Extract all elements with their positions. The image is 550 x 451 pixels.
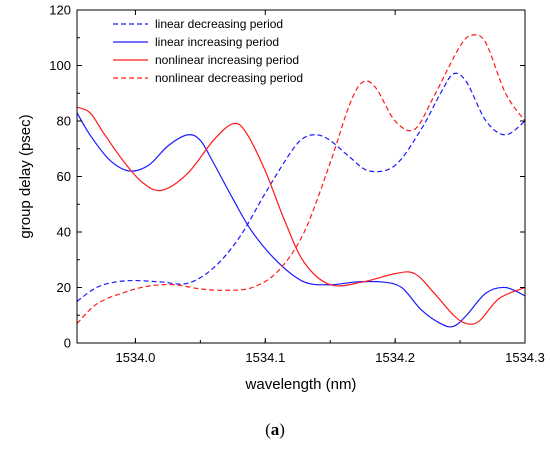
- y-axis-title: group delay (psec): [17, 114, 34, 238]
- y-tick-label: 40: [57, 225, 71, 240]
- y-tick-label: 120: [49, 3, 71, 18]
- x-tick-label: 1534.1: [245, 350, 285, 365]
- legend-label-4: nonlinear decreasing period: [155, 71, 303, 85]
- y-tick-label: 60: [57, 169, 71, 184]
- legend-label-2: linear increasing period: [155, 35, 279, 49]
- y-tick-label: 0: [64, 336, 71, 351]
- x-tick-label: 1534.0: [116, 350, 156, 365]
- series-line-3: [77, 106, 525, 325]
- legend-label-3: nonlinear increasing period: [155, 53, 299, 67]
- series-line-4: [77, 34, 525, 324]
- series-layer: [77, 34, 525, 328]
- series-line-2: [77, 112, 525, 328]
- x-tick-label: 1534.3: [505, 350, 545, 365]
- x-tick-label: 1534.2: [375, 350, 415, 365]
- caption-letter: a: [270, 420, 280, 439]
- y-tick-label: 100: [49, 58, 71, 73]
- legend: linear decreasing period linear increasin…: [113, 17, 303, 85]
- caption-close: ): [279, 420, 285, 439]
- y-tick-label: 20: [57, 280, 71, 295]
- ticks-layer: 1534.0 1534.1 1534.2 1534.3 0 20 40 60 80 100 120: [49, 3, 545, 366]
- x-axis-title: wavelength (nm): [245, 376, 357, 393]
- caption-open: (: [265, 420, 271, 439]
- y-tick-label: 80: [57, 114, 71, 129]
- figure-caption: (a): [0, 420, 550, 440]
- series-line-1: [77, 72, 525, 302]
- legend-label-1: linear decreasing period: [155, 17, 283, 31]
